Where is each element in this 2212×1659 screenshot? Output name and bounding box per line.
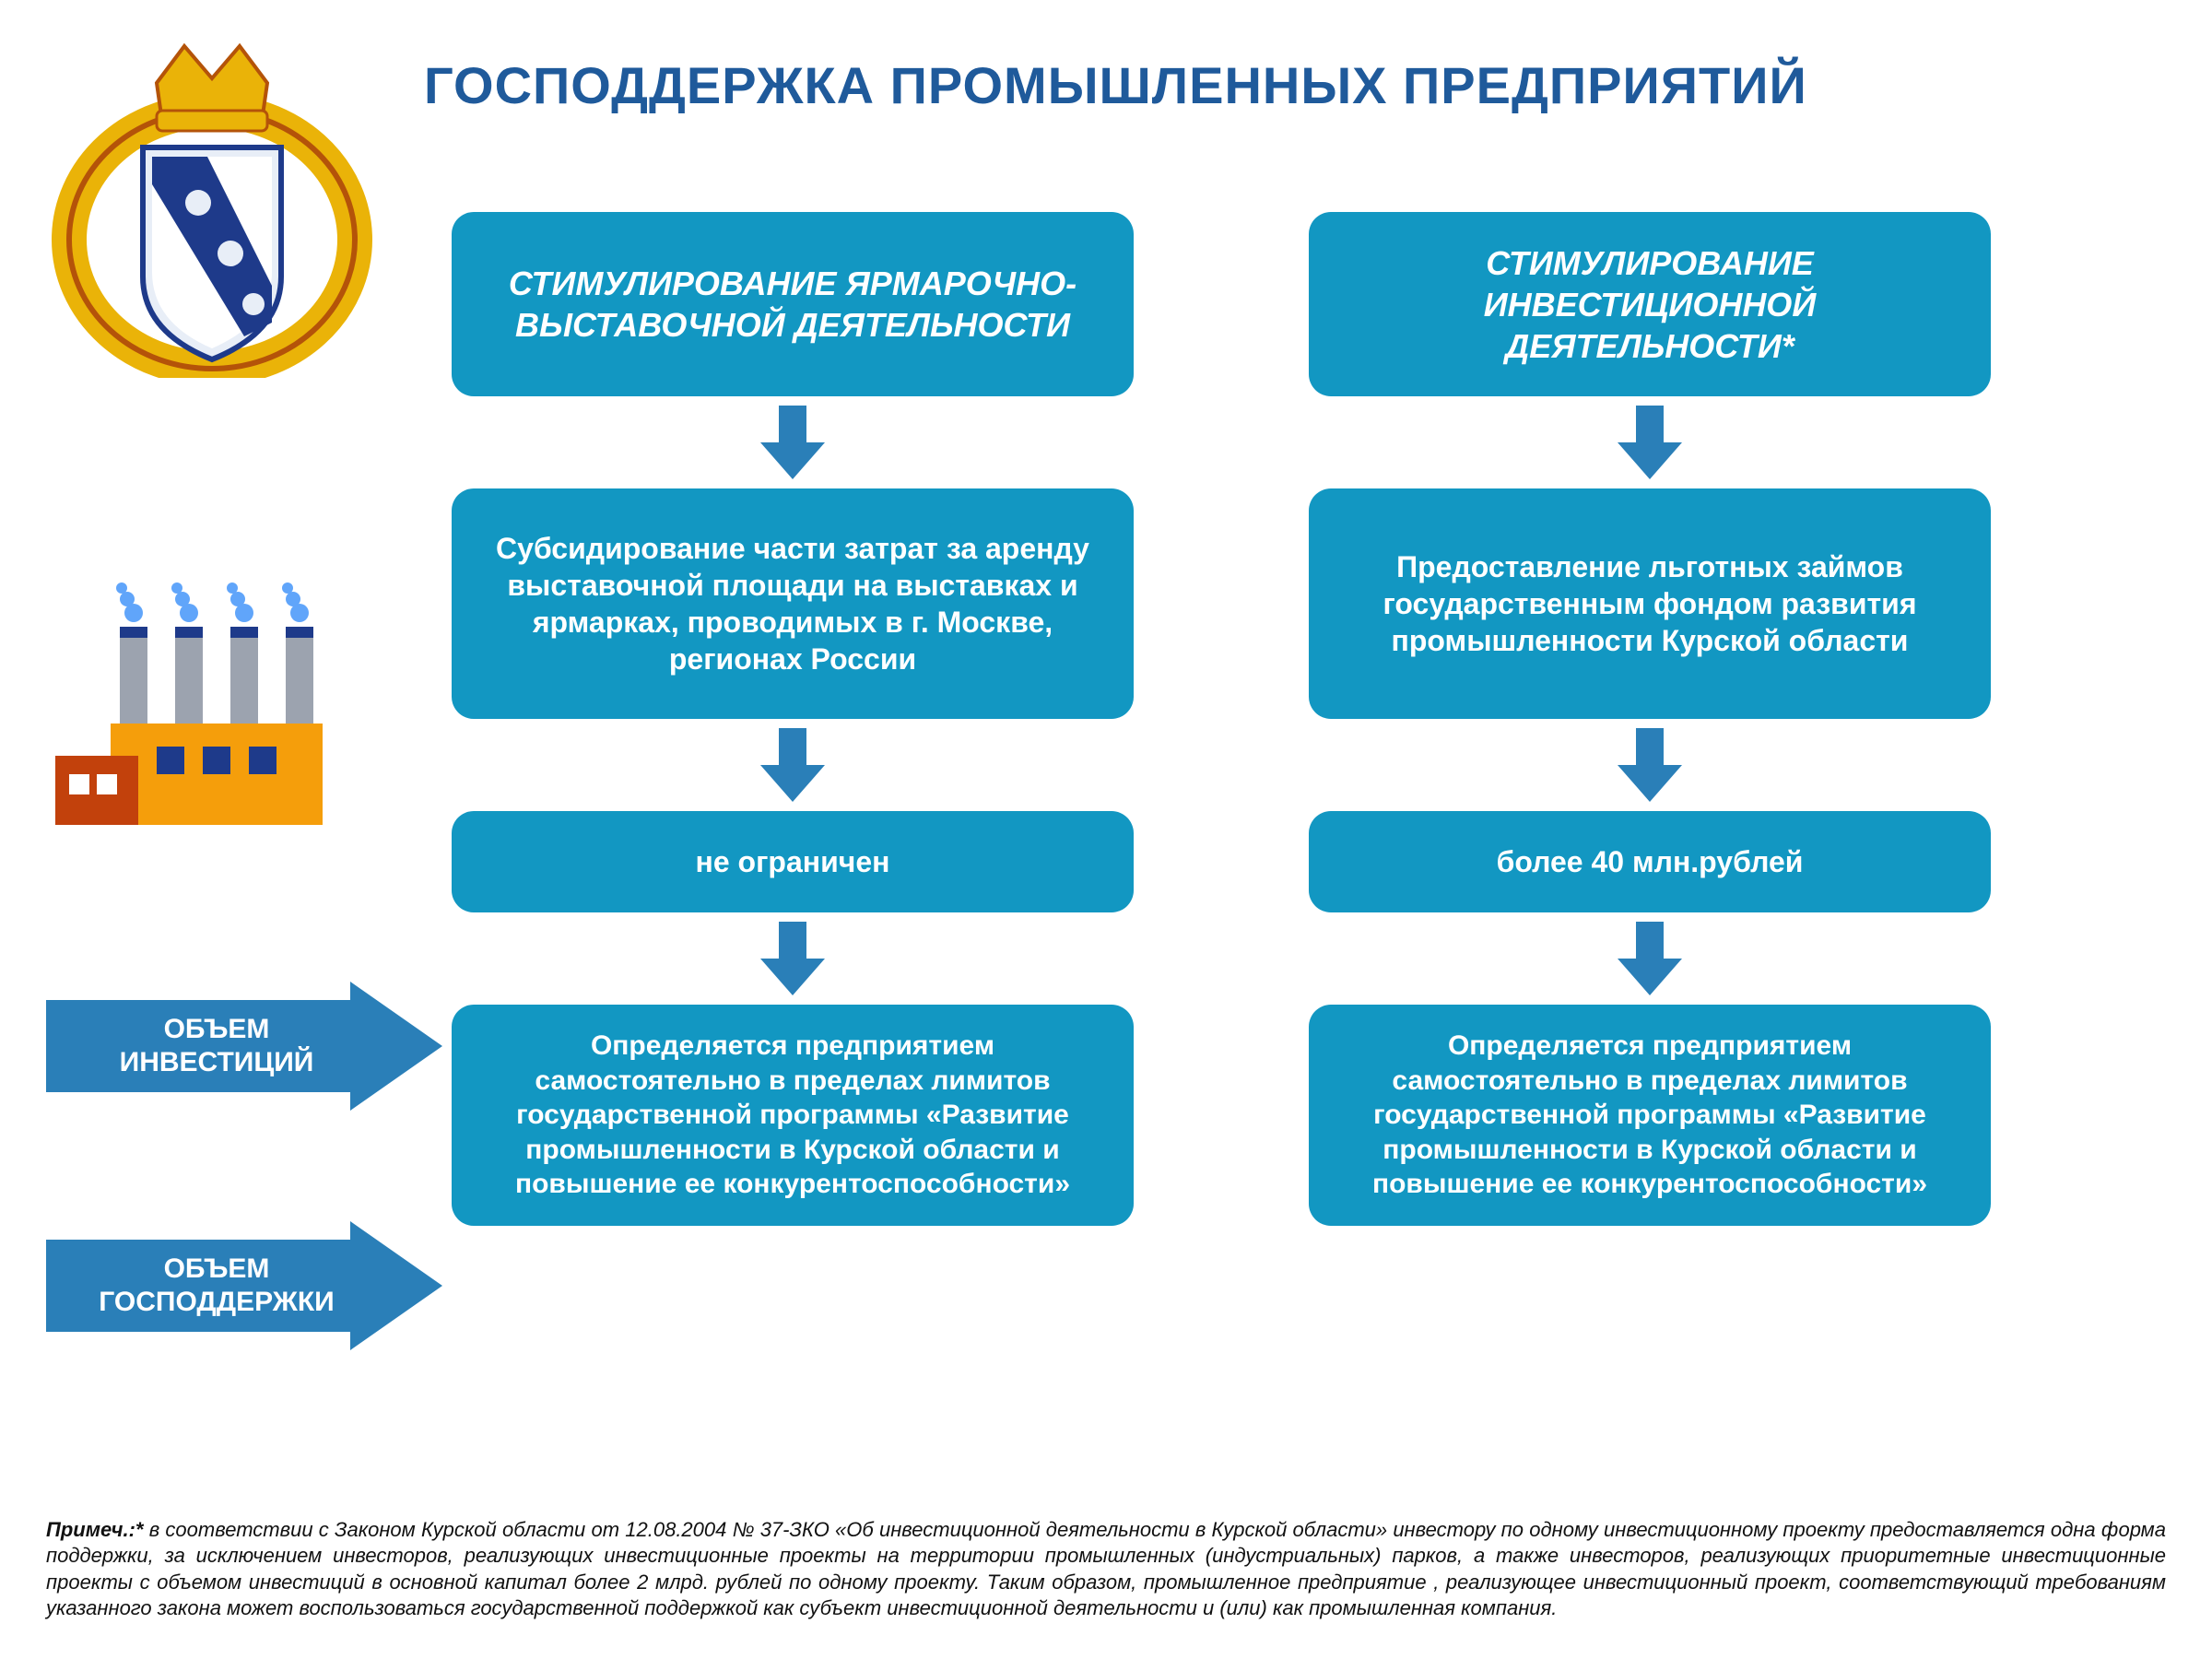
arrow-down-icon — [756, 922, 830, 995]
box-exhibition-title: СТИМУЛИРОВАНИЕ ЯРМАРОЧНО-ВЫСТАВОЧНОЙ ДЕЯ… — [452, 212, 1134, 396]
arrow-down-icon — [756, 728, 830, 802]
box-investment-volume: более 40 млн.рублей — [1309, 811, 1991, 912]
footnote-text: в соответствии с Законом Курской области… — [46, 1518, 2166, 1620]
side-arrow-support-volume: ОБЪЕМ ГОСПОДДЕРЖКИ — [46, 1221, 442, 1350]
box-investment-desc: Предоставление льготных займов государст… — [1309, 488, 1991, 719]
box-investment-support: Определяется предприятием самостоятельно… — [1309, 1005, 1991, 1226]
page-title: ГОСПОДДЕРЖКА ПРОМЫШЛЕННЫХ ПРЕДПРИЯТИЙ — [424, 55, 2157, 115]
side-arrow-investment-volume: ОБЪЕМ ИНВЕСТИЦИЙ — [46, 982, 442, 1111]
box-exhibition-volume: не ограничен — [452, 811, 1134, 912]
flow-column-right: СТИМУЛИРОВАНИЕ ИНВЕСТИЦИОННОЙ ДЕЯТЕЛЬНОС… — [1309, 212, 1991, 1226]
arrow-down-icon — [1613, 406, 1687, 479]
footnote-label: Примеч.:* — [46, 1518, 144, 1541]
arrow-down-icon — [756, 406, 830, 479]
box-investment-title: СТИМУЛИРОВАНИЕ ИНВЕСТИЦИОННОЙ ДЕЯТЕЛЬНОС… — [1309, 212, 1991, 396]
side-arrow-label: ОБЪЕМ ГОСПОДДЕРЖКИ — [65, 1221, 369, 1350]
coat-of-arms-icon — [46, 28, 378, 378]
flow-column-left: СТИМУЛИРОВАНИЕ ЯРМАРОЧНО-ВЫСТАВОЧНОЙ ДЕЯ… — [452, 212, 1134, 1226]
box-exhibition-support: Определяется предприятием самостоятельно… — [452, 1005, 1134, 1226]
arrow-down-icon — [1613, 728, 1687, 802]
box-exhibition-desc: Субсидирование части затрат за аренду вы… — [452, 488, 1134, 719]
footnote: Примеч.:* в соответствии с Законом Курск… — [46, 1517, 2166, 1622]
arrow-down-icon — [1613, 922, 1687, 995]
factory-icon — [46, 581, 341, 839]
side-arrow-label: ОБЪЕМ ИНВЕСТИЦИЙ — [65, 982, 369, 1111]
